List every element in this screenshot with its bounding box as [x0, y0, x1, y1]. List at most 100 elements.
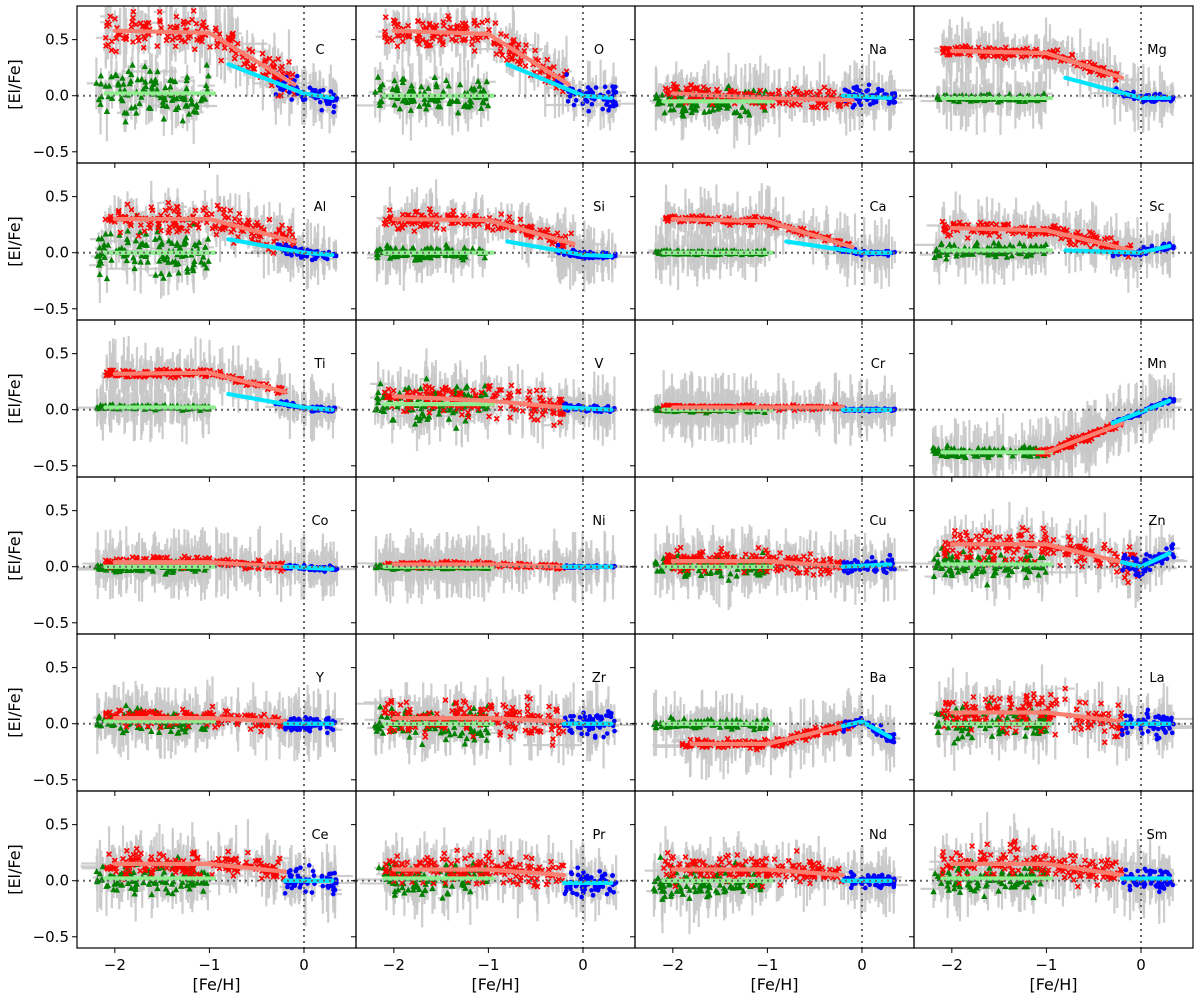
green-triangle-point	[374, 254, 381, 261]
green-triangle-point	[689, 100, 696, 107]
green-triangle-point	[391, 77, 398, 84]
green-triangle-point	[385, 244, 392, 251]
red-cross-point	[218, 57, 225, 64]
green-triangle-point	[160, 274, 167, 281]
green-triangle-point	[665, 93, 673, 100]
green-triangle-point	[432, 96, 439, 103]
red-cross-point	[208, 211, 215, 218]
blue-dot-point	[605, 99, 610, 105]
red-cross-point	[789, 102, 795, 109]
green-triangle-point	[201, 260, 208, 267]
red-cross-point	[137, 222, 144, 229]
green-triangle-point	[187, 95, 195, 102]
red-cross-point	[444, 211, 451, 218]
red-cross-point	[171, 222, 178, 229]
red-cross-point	[113, 35, 120, 42]
green-triangle-point	[408, 82, 415, 89]
red-cross-point	[185, 19, 192, 26]
green-triangle-point	[399, 244, 407, 251]
blue-dot-point	[602, 84, 608, 90]
green-triangle-point	[142, 253, 150, 260]
red-cross-point	[231, 55, 238, 62]
green-triangle-point	[131, 265, 138, 272]
red-cross-point	[140, 44, 147, 51]
green-triangle-point	[184, 268, 191, 275]
green-triangle-point	[101, 253, 108, 260]
red-cross-point	[191, 46, 198, 53]
red-cross-point	[289, 231, 296, 238]
red-cross-point	[198, 33, 205, 40]
red-cross-point	[164, 33, 171, 40]
green-triangle-point	[443, 77, 450, 84]
green-triangle-point	[470, 86, 477, 93]
green-triangle-point	[180, 240, 187, 247]
red-cross-point	[775, 87, 782, 94]
red-cross-point	[143, 20, 150, 27]
green-triangle-point	[195, 239, 203, 246]
red-cross-point	[394, 43, 401, 50]
red-cross-point	[213, 231, 220, 238]
blue-dot-point	[555, 242, 561, 248]
red-cross-point	[1002, 44, 1009, 51]
red-cross-point	[219, 226, 226, 233]
red-cross-point	[433, 224, 440, 231]
blue-dot-point	[294, 73, 300, 79]
red-cross-point	[166, 205, 173, 212]
red-cross-point	[941, 49, 948, 55]
red-cross-point	[814, 104, 821, 111]
blue-dot-point	[613, 84, 618, 90]
green-triangle-point	[469, 245, 476, 252]
red-cross-point	[440, 41, 446, 48]
green-triangle-point	[156, 257, 163, 264]
panel-plot-area	[914, 16, 1183, 135]
green-triangle-point	[97, 80, 105, 87]
green-triangle-point	[454, 109, 462, 116]
green-triangle-point	[97, 259, 105, 266]
red-cross-point	[453, 37, 460, 44]
red-cross-point	[135, 34, 142, 41]
green-triangle-point	[123, 257, 130, 264]
red-cross-point	[776, 100, 783, 106]
green-triangle-point	[476, 82, 483, 89]
green-triangle-point	[98, 235, 105, 242]
green-triangle-point	[125, 67, 132, 74]
blue-dot-point	[606, 108, 611, 113]
red-cross-point	[459, 20, 466, 27]
green-triangle-point	[140, 86, 147, 93]
red-cross-point	[193, 20, 200, 27]
green-triangle-point	[108, 73, 115, 80]
red-cross-point	[469, 41, 476, 48]
blue-dot-point	[892, 99, 898, 105]
red-cross-point	[194, 36, 201, 43]
red-cross-point	[427, 221, 434, 228]
blue-dot-point	[571, 102, 577, 108]
green-triangle-point	[377, 83, 384, 90]
red-cross-point	[190, 7, 197, 14]
green-triangle-point	[103, 108, 111, 115]
green-triangle-point	[104, 241, 112, 248]
red-cross-point	[550, 63, 557, 70]
blue-dot-point	[313, 87, 318, 93]
green-triangle-point	[372, 88, 379, 95]
red-cross-point	[688, 82, 695, 89]
red-cross-point	[426, 20, 433, 27]
blue-dot-point	[298, 255, 304, 260]
green-triangle-point	[132, 237, 140, 244]
green-triangle-point	[96, 251, 103, 258]
green-triangle-point	[200, 253, 207, 260]
red-cross-point	[270, 63, 277, 70]
green-triangle-point	[142, 82, 150, 89]
green-triangle-point	[484, 102, 492, 109]
y-axis-title: [El/Fe]	[5, 216, 24, 267]
blue-dot-point	[854, 84, 860, 90]
red-cross-point	[800, 91, 807, 98]
green-triangle-point	[479, 98, 486, 105]
green-triangle-point	[166, 270, 173, 277]
green-triangle-point	[191, 257, 198, 264]
green-triangle-point	[202, 82, 210, 89]
green-triangle-point	[421, 95, 428, 102]
green-triangle-point	[396, 105, 404, 112]
red-cross-point	[166, 227, 173, 234]
red-cross-point	[259, 50, 266, 57]
blue-dot-point	[289, 97, 294, 102]
